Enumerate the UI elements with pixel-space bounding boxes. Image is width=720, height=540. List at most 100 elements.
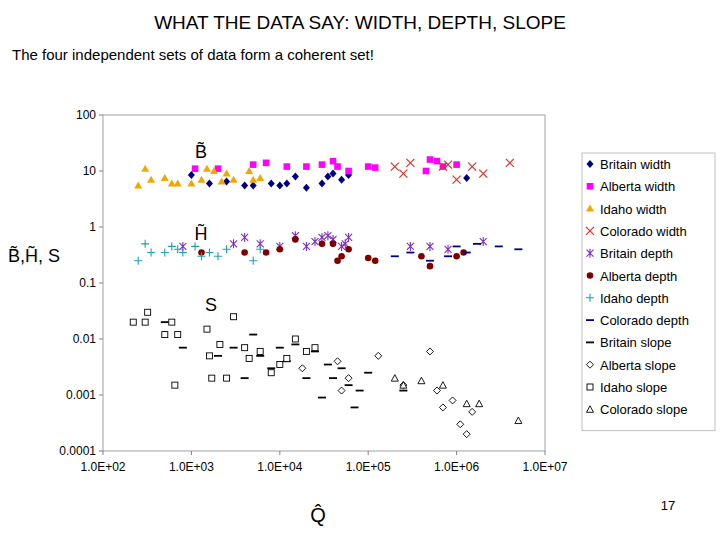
point xyxy=(463,400,470,407)
marker-shape xyxy=(142,319,148,325)
marker-shape xyxy=(427,156,434,163)
point xyxy=(292,336,298,342)
marker-shape xyxy=(277,246,284,253)
point xyxy=(400,382,407,389)
marker-shape xyxy=(324,231,331,240)
point xyxy=(400,382,407,389)
marker-shape xyxy=(145,309,151,315)
marker-shape xyxy=(399,170,407,178)
marker-shape xyxy=(197,252,205,260)
marker-shape xyxy=(175,332,181,338)
point xyxy=(188,171,195,179)
point xyxy=(161,174,169,181)
point xyxy=(345,246,352,253)
point xyxy=(231,314,237,320)
point xyxy=(223,245,231,253)
y-tick-label: 0.01 xyxy=(73,332,97,346)
point xyxy=(250,161,257,168)
marker-shape xyxy=(303,242,310,251)
legend-marker xyxy=(587,183,594,190)
point xyxy=(161,322,169,323)
point xyxy=(206,179,213,187)
marker-shape xyxy=(256,245,264,253)
series xyxy=(161,322,408,407)
marker-shape xyxy=(209,375,215,381)
point xyxy=(241,249,248,256)
point xyxy=(302,378,310,379)
y-tick xyxy=(99,395,103,396)
marker-shape xyxy=(345,233,352,242)
page-number: 17 xyxy=(661,498,675,513)
point xyxy=(277,246,284,253)
marker-shape xyxy=(587,361,594,368)
marker-shape xyxy=(449,397,456,404)
marker-shape xyxy=(224,375,230,381)
marker-shape xyxy=(356,390,364,392)
point xyxy=(453,246,461,247)
legend-marker xyxy=(587,384,593,390)
marker-shape xyxy=(469,408,476,415)
marker-shape xyxy=(141,240,149,248)
y-tick xyxy=(99,451,103,452)
point xyxy=(141,240,149,248)
series xyxy=(391,375,522,424)
marker-shape xyxy=(230,176,238,183)
point xyxy=(440,163,447,170)
x-tick xyxy=(279,451,280,455)
point xyxy=(427,263,434,270)
marker-shape xyxy=(439,382,446,389)
marker-shape xyxy=(277,362,283,368)
marker-shape xyxy=(406,159,414,167)
point xyxy=(463,431,470,438)
series xyxy=(198,236,467,269)
subtitle: The four independent sets of data form a… xyxy=(12,46,374,63)
point xyxy=(345,385,353,386)
point xyxy=(161,249,169,257)
point xyxy=(169,319,175,325)
point xyxy=(351,407,359,408)
point xyxy=(223,170,231,177)
point xyxy=(407,242,414,251)
marker-shape xyxy=(587,183,594,190)
y-tick-label: 0.001 xyxy=(66,388,96,402)
point xyxy=(338,368,346,369)
point xyxy=(257,348,263,354)
marker-shape xyxy=(257,348,263,354)
marker-shape xyxy=(302,377,310,379)
marker-shape xyxy=(241,249,248,256)
marker-shape xyxy=(147,249,155,257)
marker-shape xyxy=(303,348,309,354)
point xyxy=(130,319,136,325)
marker-shape xyxy=(407,242,414,251)
point xyxy=(318,179,325,187)
marker-shape xyxy=(406,252,414,254)
marker-shape xyxy=(463,431,470,438)
point xyxy=(495,246,503,247)
marker-shape xyxy=(210,167,218,174)
point xyxy=(303,184,310,192)
point xyxy=(147,176,155,183)
marker-shape xyxy=(391,375,398,382)
marker-shape xyxy=(268,370,274,376)
point xyxy=(423,168,430,175)
legend-label: Alberta slope xyxy=(600,358,676,373)
point xyxy=(338,387,345,394)
marker-shape xyxy=(457,421,464,428)
point xyxy=(365,163,372,170)
point xyxy=(338,176,345,184)
marker-shape xyxy=(230,239,237,248)
marker-shape xyxy=(214,252,222,260)
marker-shape xyxy=(192,165,199,172)
x-tick xyxy=(103,451,104,455)
legend-label: Britain depth xyxy=(600,246,673,261)
point xyxy=(175,332,181,338)
point xyxy=(206,353,212,359)
marker-shape xyxy=(345,384,353,386)
marker-shape xyxy=(223,245,231,253)
marker-shape xyxy=(453,176,461,184)
marker-shape xyxy=(291,344,299,346)
point xyxy=(372,164,379,171)
marker-shape xyxy=(299,365,306,372)
point xyxy=(192,165,199,172)
marker-shape xyxy=(372,164,379,171)
